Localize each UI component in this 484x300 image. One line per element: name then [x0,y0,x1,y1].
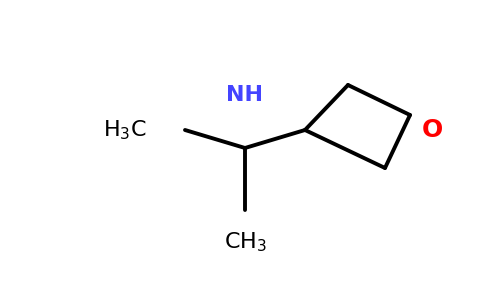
Text: $\mathsf{CH_3}$: $\mathsf{CH_3}$ [224,230,267,254]
Text: $\mathsf{H_3C}$: $\mathsf{H_3C}$ [103,118,147,142]
Text: O: O [422,118,443,142]
Text: NH: NH [227,85,263,105]
